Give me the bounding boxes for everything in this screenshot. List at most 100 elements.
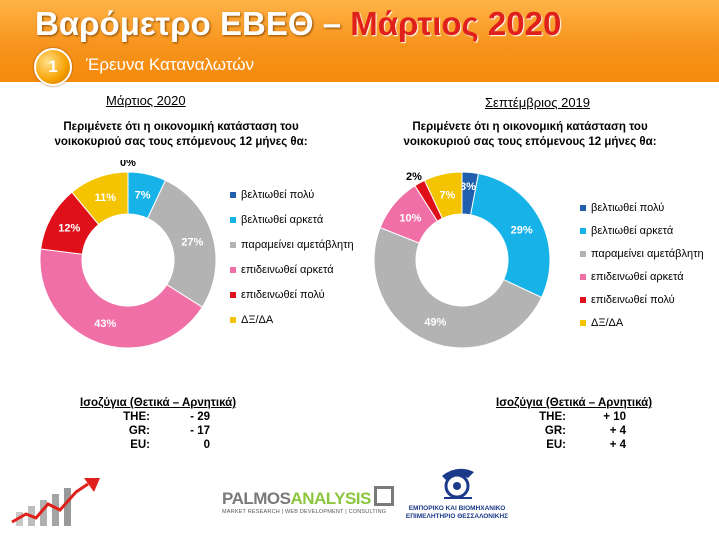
header-banner bbox=[0, 0, 719, 82]
balance-value: 0 bbox=[203, 439, 210, 451]
page-title-highlight: Μάρτιος 2020 bbox=[350, 5, 562, 42]
legend-item: ΔΞ/ΔΑ bbox=[580, 317, 623, 329]
ebeth-name: ΕΜΠΟΡΙΚΟ ΚΑΙ ΒΙΟΜΗΧΑΝΙΚΟ ΕΠΙΜΕΛΗΤΗΡΙΟ ΘΕ… bbox=[405, 505, 509, 520]
legend-item: ΔΞ/ΔΑ bbox=[230, 314, 273, 326]
page-title: Βαρόμετρο ΕΒΕΘ – Μάρτιος 2020 bbox=[35, 5, 561, 43]
left-chart-legend: βελτιωθεί πολύ βελτιωθεί αρκετά παραμείνει… bbox=[230, 189, 360, 339]
palmos-brand-part2: ANALYSIS bbox=[290, 489, 371, 508]
legend-label: παραμείνει αμετάβλητη bbox=[241, 239, 354, 251]
right-donut-chart: 3% 29% 49% 10% 2% 7% bbox=[373, 171, 551, 349]
ebeth-logo: ΕΜΠΟΡΙΚΟ ΚΑΙ ΒΙΟΜΗΧΑΝΙΚΟ ΕΠΙΜΕΛΗΤΗΡΙΟ ΘΕ… bbox=[392, 466, 522, 521]
legend-label: βελτιωθεί πολύ bbox=[591, 202, 665, 214]
slice-data-label: 11% bbox=[95, 192, 117, 204]
right-balance-title: Ισοζύγια (Θετικά – Αρνητικά) bbox=[496, 397, 653, 409]
legend-item: επιδεινωθεί πολύ bbox=[580, 294, 675, 306]
legend-label: επιδεινωθεί αρκετά bbox=[591, 271, 684, 283]
palmos-analysis-logo: PALMOSANALYSIS MARKET RESEARCH | WEB DEV… bbox=[222, 486, 394, 515]
slice-data-label: 27% bbox=[181, 236, 203, 248]
slice-data-label: 7% bbox=[135, 190, 151, 202]
table-row: EU: 0 bbox=[80, 438, 210, 452]
left-chart-question: Περιμένετε ότι η οικονομική κατάσταση το… bbox=[54, 121, 308, 148]
legend-item: παραμείνει αμετάβλητη bbox=[230, 239, 354, 251]
page-title-main: Βαρόμετρο ΕΒΕΘ – bbox=[35, 5, 351, 42]
legend-label: βελτιωθεί αρκετά bbox=[241, 214, 324, 226]
legend-item: βελτιωθεί πολύ bbox=[580, 202, 664, 214]
right-chart-title: Σεπτέμβριος 2019 bbox=[485, 95, 591, 110]
legend-swatch bbox=[230, 267, 236, 274]
legend-label: επιδεινωθεί πολύ bbox=[241, 289, 325, 301]
donut-slice bbox=[71, 171, 129, 226]
legend-item: επιδεινωθεί αρκετά bbox=[580, 271, 684, 283]
right-balance-table: THE: + 10 GR: + 4 EU: + 4 bbox=[496, 410, 626, 452]
slice-data-label: 2% bbox=[406, 171, 422, 183]
donut-slice bbox=[470, 172, 551, 299]
legend-item: βελτιωθεί αρκετά bbox=[580, 225, 673, 237]
right-balance-box: Ισοζύγια (Θετικά – Αρνητικά) THE: + 10 GR… bbox=[496, 397, 652, 452]
section-title: Έρευνα Καταναλωτών bbox=[86, 55, 255, 74]
balance-label: THE: bbox=[539, 411, 566, 423]
table-row: EU: + 4 bbox=[496, 438, 626, 452]
palmos-square-icon bbox=[373, 486, 394, 506]
table-row: GR: - 17 bbox=[80, 424, 210, 438]
table-row: GR: + 4 bbox=[496, 424, 626, 438]
left-chart-title: Μάρτιος 2020 bbox=[106, 93, 186, 108]
palmos-tagline: MARKET RESEARCH | WEB DEVELOPMENT | CONS… bbox=[222, 509, 387, 515]
balance-value: + 4 bbox=[609, 439, 626, 451]
slice-data-label: 7% bbox=[439, 190, 455, 202]
legend-item: επιδεινωθεί αρκετά bbox=[230, 264, 334, 276]
legend-swatch bbox=[580, 297, 586, 304]
balance-label: GR: bbox=[128, 425, 150, 437]
donut-slice bbox=[423, 171, 463, 220]
balance-label: EU: bbox=[130, 439, 150, 451]
left-donut-chart: 0% 7% 27% 43% 12% 11% bbox=[39, 160, 217, 349]
palmos-brand-part1: PALMOS bbox=[222, 489, 291, 508]
left-balance-box: Ισοζύγια (Θετικά – Αρνητικά) THE: - 29 GR… bbox=[80, 397, 236, 452]
balance-label: THE: bbox=[123, 411, 150, 423]
legend-swatch bbox=[580, 320, 586, 327]
slice-data-label: 12% bbox=[58, 223, 80, 235]
right-chart-legend: βελτιωθεί πολύ βελτιωθεί αρκετά παραμείνει… bbox=[580, 202, 710, 352]
section-number-badge: 1 bbox=[34, 48, 72, 86]
legend-swatch bbox=[580, 228, 586, 235]
legend-item: παραμείνει αμετάβλητη bbox=[580, 248, 704, 260]
legend-item: βελτιωθεί αρκετά bbox=[230, 214, 323, 226]
donut-slice bbox=[39, 248, 203, 349]
balance-value: - 29 bbox=[190, 411, 210, 423]
legend-item: βελτιωθεί πολύ bbox=[230, 189, 314, 201]
donut-slice bbox=[373, 226, 543, 349]
legend-swatch bbox=[230, 292, 236, 299]
palmos-brand: PALMOSANALYSIS bbox=[222, 486, 394, 509]
legend-label: ΔΞ/ΔΑ bbox=[241, 314, 274, 326]
legend-swatch bbox=[230, 317, 236, 324]
legend-label: ΔΞ/ΔΑ bbox=[591, 317, 624, 329]
ebeth-emblem-icon bbox=[442, 468, 474, 499]
slice-data-label: 43% bbox=[94, 318, 116, 330]
balance-label: GR: bbox=[544, 425, 566, 437]
legend-swatch bbox=[580, 205, 586, 212]
slice-data-label: 49% bbox=[424, 316, 446, 328]
left-balance-title: Ισοζύγια (Θετικά – Αρνητικά) bbox=[80, 397, 237, 409]
legend-label: βελτιωθεί πολύ bbox=[241, 189, 315, 201]
balance-value: - 17 bbox=[190, 425, 210, 437]
donut-slice bbox=[146, 179, 217, 308]
legend-swatch bbox=[230, 217, 236, 224]
balance-value: + 10 bbox=[603, 411, 626, 423]
slice-data-label: 0% bbox=[120, 160, 136, 169]
slice-data-label: 10% bbox=[399, 212, 421, 224]
slice-data-label: 3% bbox=[460, 181, 476, 193]
legend-label: επιδεινωθεί πολύ bbox=[591, 294, 675, 306]
left-balance-table: THE: - 29 GR: - 17 EU: 0 bbox=[80, 410, 210, 452]
table-row: THE: + 10 bbox=[496, 410, 626, 424]
legend-swatch bbox=[230, 242, 236, 249]
legend-label: παραμείνει αμετάβλητη bbox=[591, 248, 704, 260]
legend-swatch bbox=[580, 251, 586, 258]
legend-label: επιδεινωθεί αρκετά bbox=[241, 264, 334, 276]
balance-label: EU: bbox=[546, 439, 566, 451]
legend-label: βελτιωθεί αρκετά bbox=[591, 225, 674, 237]
legend-item: επιδεινωθεί πολύ bbox=[230, 289, 325, 301]
legend-swatch bbox=[230, 192, 236, 199]
slice-data-label: 29% bbox=[511, 225, 533, 237]
table-row: THE: - 29 bbox=[80, 410, 210, 424]
growth-chart-logo bbox=[11, 478, 100, 526]
balance-value: + 4 bbox=[609, 425, 626, 437]
